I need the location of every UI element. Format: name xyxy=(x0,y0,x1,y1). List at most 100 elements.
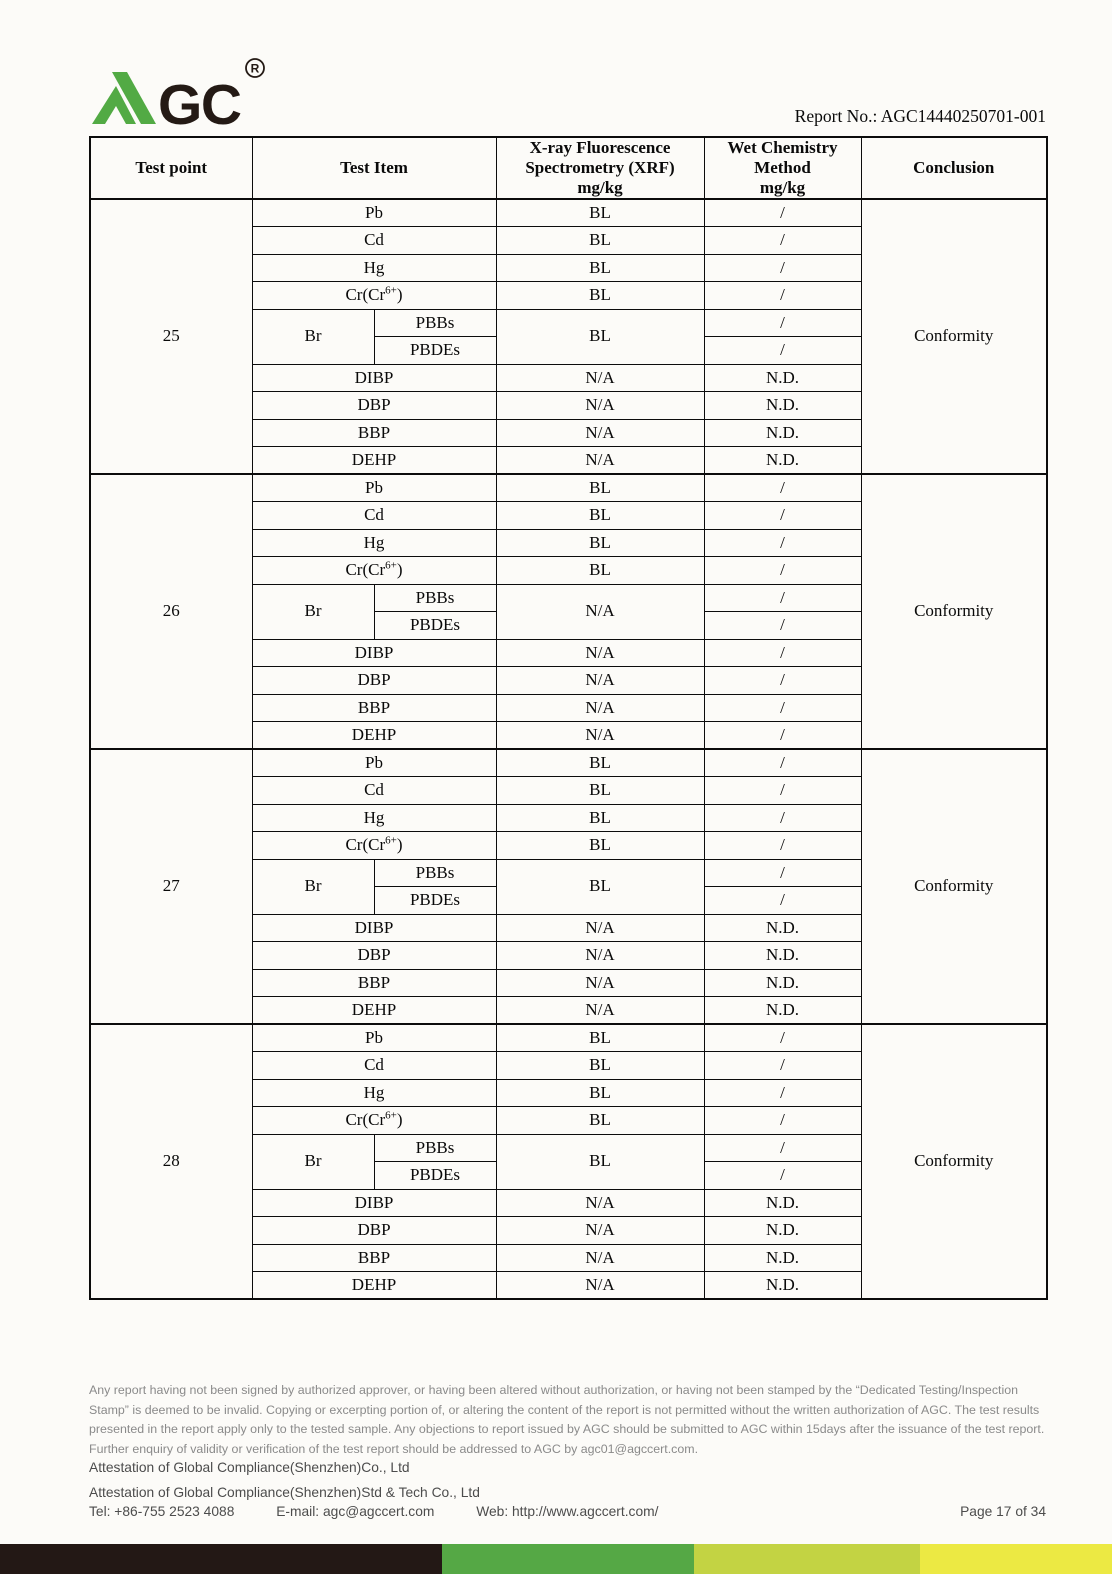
table-row: DBP N/A N.D. xyxy=(90,391,1047,420)
xrf-value-cell: BL xyxy=(495,831,705,860)
logo-brand-text: GC xyxy=(158,73,241,132)
table-row: DIBP N/A N.D. xyxy=(90,363,1047,392)
test-item-cell: Pb xyxy=(251,1023,497,1052)
xrf-value-cell: BL xyxy=(495,308,705,365)
contact-tel: Tel: +86-755 2523 4088 xyxy=(89,1504,235,1519)
xrf-value-cell: N/A xyxy=(495,446,705,475)
cr-item-suffix: ) xyxy=(396,285,403,305)
test-item-cell: Hg xyxy=(251,1078,497,1107)
header-wet-chemistry: Wet Chemistry Method mg/kg xyxy=(703,136,862,200)
xrf-value-cell: BL xyxy=(495,748,705,777)
wet-value-cell: / xyxy=(703,1133,862,1162)
table-row: PBDEs / xyxy=(90,886,1047,915)
br-group-cell: Br xyxy=(251,583,375,640)
header-xrf-line2: Spectrometry (XRF) xyxy=(525,158,675,177)
xrf-value-cell: BL xyxy=(495,528,705,557)
test-item-cell: Hg xyxy=(251,803,497,832)
wet-value-cell: N.D. xyxy=(703,418,862,447)
table-header-row: Test point Test Item X-ray Fluorescence … xyxy=(89,136,1048,200)
xrf-value-cell: N/A xyxy=(495,1271,705,1300)
test-item-cell: Cd xyxy=(251,1051,497,1080)
xrf-value-cell: BL xyxy=(495,473,705,502)
test-results-table: Test point Test Item X-ray Fluorescence … xyxy=(89,136,1048,1300)
br-group-cell: Br xyxy=(251,858,375,915)
cr-item-prefix: Cr(Cr xyxy=(345,1110,386,1130)
wet-value-cell: / xyxy=(703,666,862,695)
xrf-value-cell: BL xyxy=(495,226,705,255)
wet-value-cell: / xyxy=(703,198,862,227)
xrf-value-cell: N/A xyxy=(495,1243,705,1272)
header-conclusion: Conclusion xyxy=(860,136,1048,200)
xrf-value-cell: BL xyxy=(495,776,705,805)
report-number: Report No.: AGC14440250701-001 xyxy=(794,106,1046,126)
wet-value-cell: / xyxy=(703,281,862,310)
test-item-cell: DIBP xyxy=(251,363,497,392)
test-item-cell: DIBP xyxy=(251,1188,497,1217)
conclusion-cell: Conformity xyxy=(860,1023,1048,1300)
table-row: Cr(Cr6+) BL / xyxy=(90,281,1047,310)
wet-value-cell: / xyxy=(703,776,862,805)
xrf-value-cell: N/A xyxy=(495,638,705,667)
wet-value-cell: / xyxy=(703,886,862,915)
wet-value-cell: / xyxy=(703,1051,862,1080)
xrf-value-cell: N/A xyxy=(495,1188,705,1217)
table-row: DBP N/A N.D. xyxy=(90,1216,1047,1245)
xrf-value-cell: N/A xyxy=(495,1216,705,1245)
xrf-value-cell: N/A xyxy=(495,418,705,447)
table-row: 26 Pb BL / Conformity xyxy=(89,473,1048,750)
footer-bar-segment-yellow xyxy=(920,1544,1112,1574)
test-item-cell: Hg xyxy=(251,528,497,557)
wet-value-cell: N.D. xyxy=(703,1271,862,1300)
conclusion-cell: Conformity xyxy=(860,198,1048,475)
test-point-cell: 28 xyxy=(89,1023,253,1300)
table-row: Hg BL / xyxy=(90,253,1047,282)
table-row: Br PBBs BL / xyxy=(90,308,1047,365)
test-item-cell: Cd xyxy=(251,226,497,255)
xrf-value-cell: N/A xyxy=(495,363,705,392)
wet-value-cell: / xyxy=(703,638,862,667)
br-sub-item-cell: PBBs xyxy=(373,308,497,337)
xrf-value-cell: BL xyxy=(495,1106,705,1135)
table-row: Hg BL / xyxy=(90,803,1047,832)
table-row: PBDEs / xyxy=(90,1161,1047,1190)
xrf-value-cell: BL xyxy=(495,253,705,282)
table-row: Cd BL / xyxy=(90,776,1047,805)
test-item-cell: Cd xyxy=(251,776,497,805)
conclusion-cell: Conformity xyxy=(860,748,1048,1025)
wet-value-cell: N.D. xyxy=(703,968,862,997)
xrf-value-cell: N/A xyxy=(495,968,705,997)
contact-web: Web: http://www.agccert.com/ xyxy=(476,1504,659,1519)
header-wet-unit: mg/kg xyxy=(759,178,806,197)
test-item-cell: Pb xyxy=(251,473,497,502)
test-item-cell: DIBP xyxy=(251,638,497,667)
header-test-item: Test Item xyxy=(251,136,497,200)
xrf-value-cell: BL xyxy=(495,1023,705,1052)
test-item-cell: DEHP xyxy=(251,721,497,750)
xrf-value-cell: BL xyxy=(495,501,705,530)
table-row: PBDEs / xyxy=(90,611,1047,640)
wet-value-cell: / xyxy=(703,721,862,750)
test-item-cell: DEHP xyxy=(251,446,497,475)
xrf-value-cell: BL xyxy=(495,198,705,227)
results-tbody: 25 Pb BL / Conformity Cd BL / Hg BL / Cr(Cr6+) BL / Br… xyxy=(89,198,1048,1300)
wet-value-cell: / xyxy=(703,226,862,255)
xrf-value-cell: N/A xyxy=(495,693,705,722)
test-item-cell: Pb xyxy=(251,748,497,777)
table-row: DIBP N/A N.D. xyxy=(90,913,1047,942)
xrf-value-cell: N/A xyxy=(495,666,705,695)
test-item-cell: BBP xyxy=(251,1243,497,1272)
company-name-line: Attestation of Global Compliance(Shenzhe… xyxy=(89,1484,480,1500)
header-wet-line2: Method xyxy=(754,158,811,177)
cr-item-superscript: 6+ xyxy=(385,834,397,847)
wet-value-cell: / xyxy=(703,858,862,887)
xrf-value-cell: BL xyxy=(495,858,705,915)
xrf-value-cell: BL xyxy=(495,803,705,832)
test-item-cell: Cr(Cr6+) xyxy=(251,1106,497,1135)
wet-value-cell: / xyxy=(703,308,862,337)
cr-item-suffix: ) xyxy=(396,560,403,580)
cr-item-prefix: Cr(Cr xyxy=(345,835,386,855)
wet-value-cell: N.D. xyxy=(703,1216,862,1245)
table-row: Cr(Cr6+) BL / xyxy=(90,556,1047,585)
test-item-cell: Cr(Cr6+) xyxy=(251,281,497,310)
wet-value-cell: / xyxy=(703,611,862,640)
